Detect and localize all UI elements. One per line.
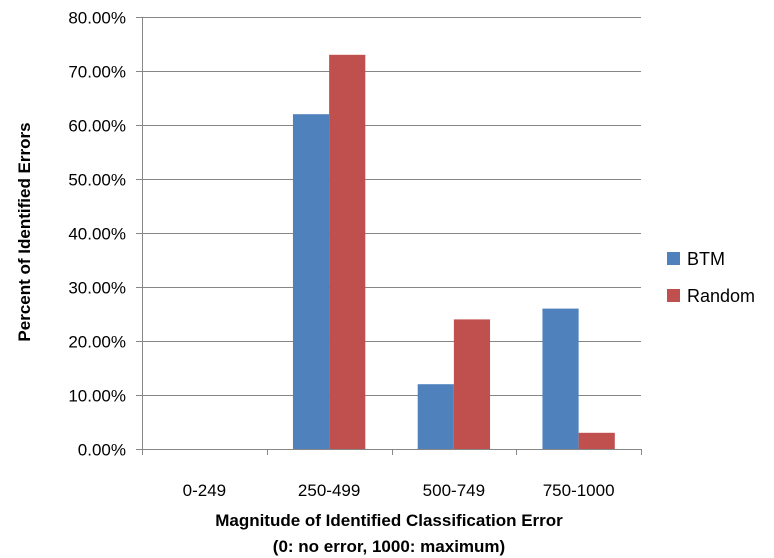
y-tick-label: 50.00% [68,171,126,190]
y-tick-label: 20.00% [68,333,126,352]
y-axis-title: Percent of Identified Errors [15,122,34,341]
x-axis-title-line2: (0: no error, 1000: maximum) [273,537,505,556]
bar-btm-250-499 [292,114,330,449]
x-tick-label: 0-249 [183,481,226,500]
axes [142,17,642,455]
x-tick-label: 750-1000 [543,481,615,500]
bars [292,54,615,450]
legend: BTM Random [667,249,755,306]
y-tick-label: 40.00% [68,225,126,244]
y-tick-label: 70.00% [68,63,126,82]
y-tick-label: 0.00% [78,441,126,460]
legend-swatch-random [667,289,680,302]
bar-random-250-499 [329,54,366,450]
legend-label-btm: BTM [687,249,725,269]
bar-random-500-749 [453,319,491,449]
y-tick-label: 10.00% [68,387,126,406]
x-tick-labels: 0-249 250-499 500-749 750-1000 [183,481,615,500]
bar-random-750-1000 [578,432,615,449]
bar-btm-750-1000 [542,308,579,449]
y-tick-label: 80.00% [68,9,126,28]
y-tick-label: 30.00% [68,279,126,298]
x-tick-label: 500-749 [423,481,485,500]
x-tick-label: 250-499 [298,481,360,500]
x-axis-title-line1: Magnitude of Identified Classification E… [215,511,563,530]
bar-btm-500-749 [417,384,454,449]
legend-swatch-btm [667,252,680,265]
y-tick-label: 60.00% [68,117,126,136]
gridlines [136,17,641,450]
y-tick-labels: 0.00% 10.00% 20.00% 30.00% 40.00% 50.00% 60.00… [68,9,126,460]
legend-label-random: Random [687,286,755,306]
